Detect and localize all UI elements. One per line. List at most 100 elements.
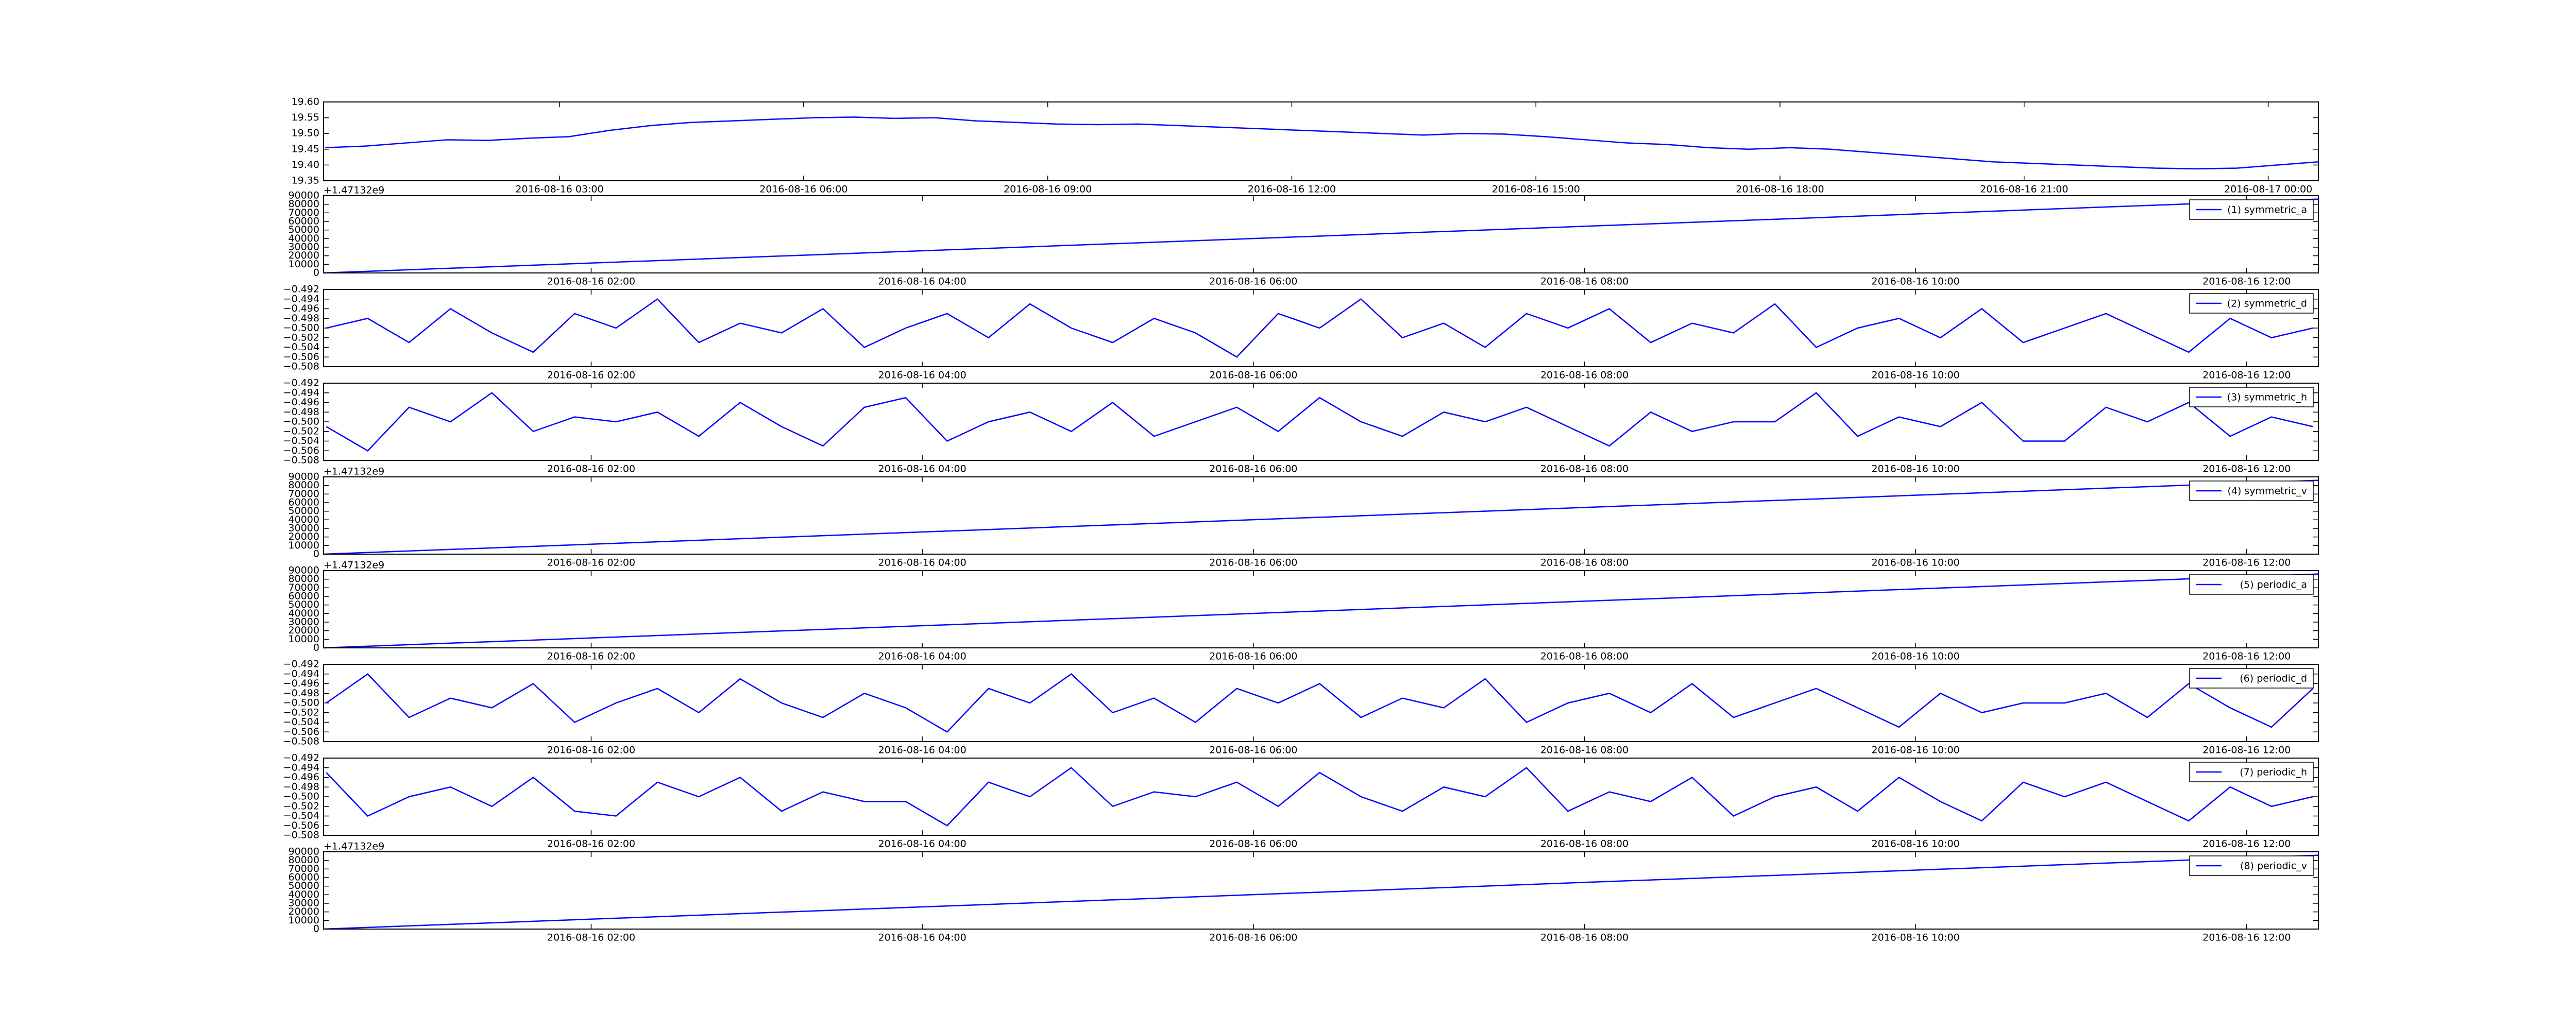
y-tick-label: −0.502 (283, 425, 319, 437)
y-tick-label: 0 (313, 548, 319, 560)
y-tick-label: 19.40 (292, 159, 319, 170)
x-tick-label: 2016-08-16 08:00 (1540, 838, 1629, 850)
x-tick-label: 2016-08-16 12:00 (2202, 745, 2291, 756)
y-tick-label: −0.508 (283, 830, 319, 841)
x-tick-label: 2016-08-16 02:00 (547, 651, 635, 662)
y-tick-label: 40000 (289, 889, 319, 900)
axes-frame (323, 383, 2319, 461)
y-tick-label: 60000 (289, 591, 319, 602)
offset-text: +1.47132e9 (324, 185, 384, 196)
x-tick-label: 2016-08-16 04:00 (878, 464, 967, 475)
x-tick-label: 2016-08-16 04:00 (878, 370, 967, 381)
x-tick-label: 2016-08-16 08:00 (1540, 932, 1629, 943)
x-tick-label: 2016-08-16 12:00 (2202, 276, 2291, 287)
y-tick-label: 20000 (289, 625, 319, 636)
y-tick-label: −0.494 (283, 668, 319, 679)
x-tick-label: 2016-08-16 10:00 (1871, 557, 1959, 569)
y-tick-label: −0.500 (283, 791, 319, 802)
x-tick-label: 2016-08-16 06:00 (759, 184, 848, 195)
y-tick-label: 80000 (289, 854, 319, 866)
x-tick-label: 2016-08-16 06:00 (1209, 276, 1297, 287)
x-tick-label: 2016-08-16 02:00 (547, 838, 635, 850)
y-tick-label: −0.494 (283, 387, 319, 398)
y-tick-label: 30000 (289, 523, 319, 534)
axes-frame (323, 289, 2319, 367)
axes-frame (323, 570, 2319, 648)
y-tick-label: 0 (313, 642, 319, 654)
y-tick-label: 0 (313, 267, 319, 279)
data-line (323, 854, 2319, 930)
axes-frame (323, 664, 2319, 742)
y-tick-label: −0.492 (283, 377, 319, 389)
y-tick-label: 19.35 (292, 175, 319, 186)
y-tick-label: −0.508 (283, 361, 319, 372)
y-tick-label: −0.500 (283, 416, 319, 427)
legend-label: (6) periodic_d (2240, 673, 2307, 684)
y-tick-label: 10000 (289, 915, 319, 926)
data-line (323, 573, 2319, 649)
y-tick-label: 90000 (289, 846, 319, 857)
legend-box (2189, 762, 2314, 782)
legend-label: (7) periodic_h (2240, 767, 2307, 778)
x-tick-label: 2016-08-16 06:00 (1209, 651, 1297, 662)
y-tick-label: −0.492 (283, 284, 319, 295)
legend-label: (4) symmetric_v (2227, 486, 2307, 497)
x-tick-label: 2016-08-16 06:00 (1209, 838, 1297, 850)
y-tick-label: −0.500 (283, 697, 319, 709)
axes-frame (323, 476, 2319, 555)
y-tick-label: −0.498 (283, 313, 319, 324)
x-tick-label: 2016-08-16 10:00 (1871, 651, 1959, 662)
x-tick-label: 2016-08-16 04:00 (878, 557, 967, 569)
x-tick-label: 2016-08-16 12:00 (2202, 932, 2291, 943)
y-tick-label: −0.504 (283, 435, 319, 447)
x-tick-label: 2016-08-16 12:00 (2202, 464, 2291, 475)
axes-frame (323, 101, 2319, 181)
y-tick-label: −0.496 (283, 771, 319, 783)
y-tick-label: 90000 (289, 471, 319, 483)
axes-background (324, 758, 2318, 835)
y-tick-label: 50000 (289, 224, 319, 235)
legend-label: (3) symmetric_h (2227, 392, 2307, 403)
x-tick-label: 2016-08-16 02:00 (547, 557, 635, 569)
y-tick-label: 10000 (289, 540, 319, 551)
x-tick-label: 2016-08-16 10:00 (1871, 932, 1959, 943)
y-tick-label: −0.506 (283, 726, 319, 737)
x-tick-label: 2016-08-16 10:00 (1871, 464, 1959, 475)
x-tick-label: 2016-08-16 06:00 (1209, 464, 1297, 475)
axes-frame (323, 758, 2319, 836)
y-tick-label: −0.492 (283, 752, 319, 764)
legend-label: (2) symmetric_d (2227, 298, 2307, 310)
x-tick-label: 2016-08-16 12:00 (2202, 557, 2291, 569)
y-tick-label: −0.494 (283, 762, 319, 773)
x-tick-label: 2016-08-16 02:00 (547, 276, 635, 287)
y-tick-label: 40000 (289, 233, 319, 244)
legend-label: (8) periodic_v (2240, 861, 2307, 872)
x-tick-label: 2016-08-16 10:00 (1871, 745, 1959, 756)
y-tick-label: −0.498 (283, 406, 319, 418)
y-tick-label: −0.496 (283, 397, 319, 408)
x-tick-label: 2016-08-17 00:00 (2224, 184, 2312, 195)
y-tick-label: 40000 (289, 514, 319, 525)
x-tick-label: 2016-08-16 08:00 (1540, 745, 1629, 756)
x-tick-label: 2016-08-16 12:00 (1248, 184, 1336, 195)
offset-text: +1.47132e9 (324, 841, 384, 852)
y-tick-label: 60000 (289, 216, 319, 227)
x-tick-label: 2016-08-16 08:00 (1540, 651, 1629, 662)
y-tick-label: 20000 (289, 531, 319, 542)
x-tick-label: 2016-08-16 02:00 (547, 464, 635, 475)
axes-frame (323, 195, 2319, 273)
y-tick-label: −0.508 (283, 736, 319, 747)
x-tick-label: 2016-08-16 08:00 (1540, 464, 1629, 475)
x-tick-label: 2016-08-16 15:00 (1492, 184, 1580, 195)
x-tick-label: 2016-08-16 18:00 (1736, 184, 1824, 195)
y-tick-label: 19.45 (292, 143, 319, 154)
y-tick-label: −0.508 (283, 455, 319, 466)
x-tick-label: 2016-08-16 04:00 (878, 276, 967, 287)
y-tick-label: −0.500 (283, 322, 319, 334)
axes-frame (323, 851, 2319, 930)
x-tick-label: 2016-08-16 02:00 (547, 745, 635, 756)
y-tick-label: −0.506 (283, 445, 319, 456)
x-tick-label: 2016-08-16 06:00 (1209, 370, 1297, 381)
data-line (325, 116, 2319, 169)
